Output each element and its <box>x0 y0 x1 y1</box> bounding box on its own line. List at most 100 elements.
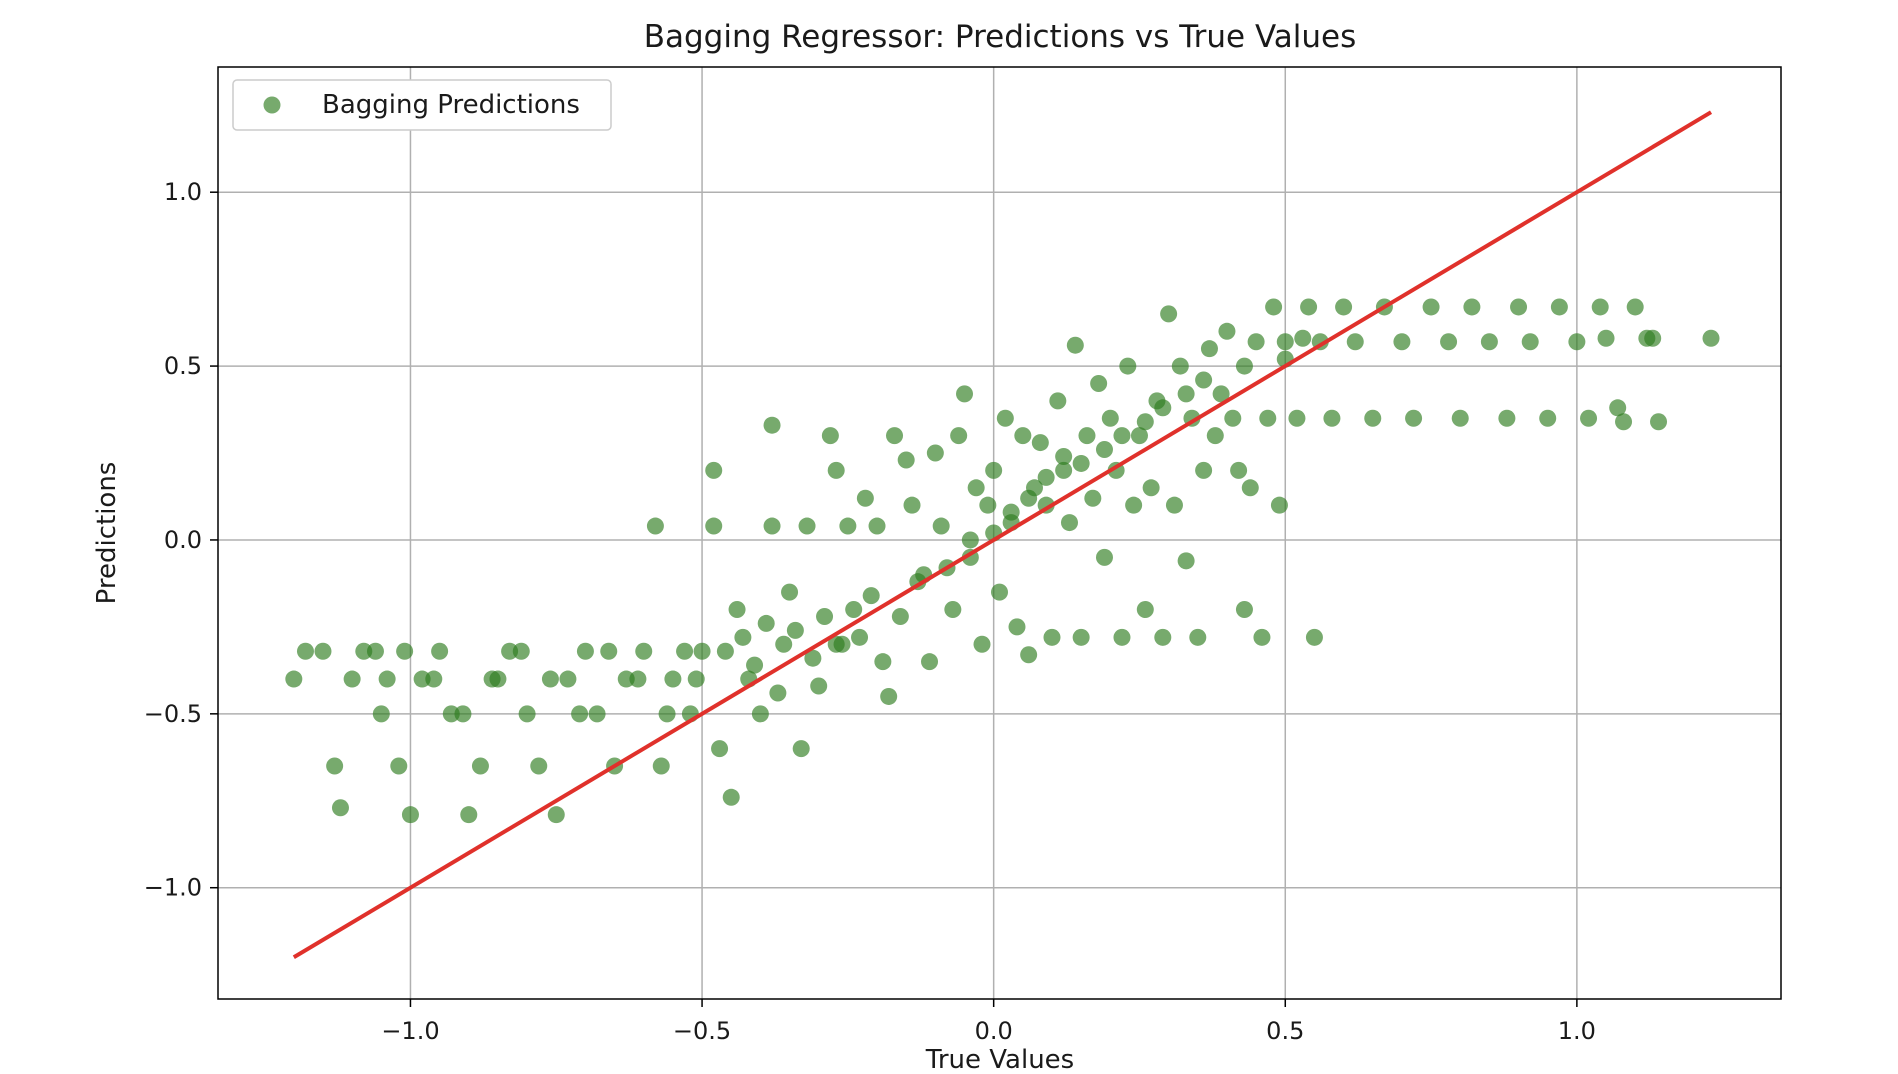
data-point <box>950 427 968 445</box>
data-point <box>827 461 845 479</box>
data-point <box>1165 496 1183 514</box>
data-point <box>1020 489 1038 507</box>
data-point <box>1305 628 1323 646</box>
data-point <box>1591 298 1609 316</box>
data-point <box>314 642 332 660</box>
data-point <box>880 687 898 705</box>
data-point <box>646 517 664 535</box>
axis-ticks: −1.0 −0.5 0.0 0.5 1.0 −1.0 −0.5 0.0 0.5 1.0 <box>144 178 1596 1045</box>
data-point <box>343 670 361 688</box>
data-point <box>1480 333 1498 351</box>
data-point <box>967 479 985 497</box>
data-point <box>425 670 443 688</box>
data-point <box>1235 601 1253 619</box>
data-point <box>1072 454 1090 472</box>
data-point <box>1230 461 1248 479</box>
legend-label: Bagging Predictions <box>322 90 580 120</box>
data-point <box>903 496 921 514</box>
data-point <box>839 517 857 535</box>
data-point <box>413 670 431 688</box>
grid-lines <box>218 67 1781 999</box>
data-point <box>1539 409 1557 427</box>
data-point <box>658 705 676 723</box>
data-point <box>926 444 944 462</box>
data-point <box>355 642 373 660</box>
data-point <box>1095 441 1113 459</box>
data-point <box>973 635 991 653</box>
data-point <box>1020 646 1038 664</box>
data-point <box>296 642 314 660</box>
data-point <box>541 670 559 688</box>
data-point <box>985 461 1003 479</box>
data-point <box>1270 496 1288 514</box>
data-point <box>1247 333 1265 351</box>
reference-line <box>292 110 1713 959</box>
data-point <box>1142 479 1160 497</box>
data-point <box>1037 468 1055 486</box>
data-point <box>1206 427 1224 445</box>
data-point <box>1521 333 1539 351</box>
data-point <box>1177 552 1195 570</box>
data-point <box>483 670 501 688</box>
data-point <box>431 642 449 660</box>
reference-line-segment <box>292 110 1713 959</box>
data-point <box>588 705 606 723</box>
data-point <box>1113 427 1131 445</box>
data-point <box>1235 357 1253 375</box>
data-point <box>921 653 939 671</box>
data-point <box>944 601 962 619</box>
data-point <box>722 788 740 806</box>
data-point <box>576 642 594 660</box>
data-point <box>1510 298 1528 316</box>
data-point <box>285 670 303 688</box>
data-point <box>1440 333 1458 351</box>
data-point <box>1218 322 1236 340</box>
data-point <box>856 489 874 507</box>
data-point <box>1335 298 1353 316</box>
data-point <box>1580 409 1598 427</box>
x-tick-label: 1.0 <box>1558 1017 1596 1045</box>
data-point <box>1393 333 1411 351</box>
y-axis-title: Predictions <box>92 462 122 605</box>
data-point <box>331 799 349 817</box>
data-point <box>1568 333 1586 351</box>
y-tick-label: 0.5 <box>164 352 202 380</box>
y-tick-label: 0.0 <box>164 526 202 554</box>
data-point <box>932 517 950 535</box>
data-point <box>1066 336 1084 354</box>
data-point <box>547 806 565 824</box>
data-point <box>757 614 775 632</box>
data-point <box>769 684 787 702</box>
data-point <box>1615 413 1633 431</box>
data-point <box>751 705 769 723</box>
legend-marker <box>263 96 281 114</box>
data-point <box>816 607 834 625</box>
data-point <box>401 806 419 824</box>
data-point <box>845 601 863 619</box>
data-point <box>1276 333 1294 351</box>
data-point <box>763 517 781 535</box>
data-point <box>851 628 869 646</box>
data-point <box>792 740 810 758</box>
data-point <box>956 385 974 403</box>
data-point <box>1241 479 1259 497</box>
y-tick-label: −1.0 <box>144 874 202 902</box>
data-point <box>1125 496 1143 514</box>
data-point <box>600 642 618 660</box>
data-point <box>1650 413 1668 431</box>
data-point <box>676 642 694 660</box>
data-point <box>746 656 764 674</box>
data-point <box>693 642 711 660</box>
data-point <box>827 635 845 653</box>
data-point <box>705 517 723 535</box>
data-point <box>326 757 344 775</box>
data-point <box>1405 409 1423 427</box>
x-tick-label: 0.0 <box>975 1017 1013 1045</box>
data-point <box>1626 298 1644 316</box>
data-point <box>1177 385 1195 403</box>
data-point <box>734 628 752 646</box>
x-axis-title: True Values <box>925 1045 1074 1074</box>
data-point <box>571 705 589 723</box>
